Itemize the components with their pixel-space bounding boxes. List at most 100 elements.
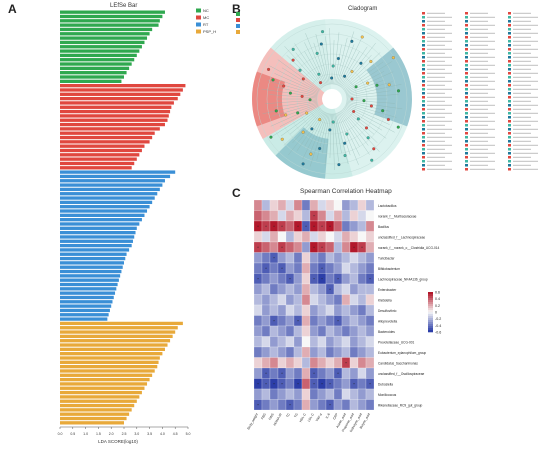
heatmap-cell <box>325 199 335 211</box>
heatmap-cell <box>309 304 319 316</box>
clado-key-swatch <box>422 60 425 63</box>
heatmap-row-label: Rikenellaceae_RC9_gut_group <box>378 403 423 407</box>
clado-key <box>422 12 538 171</box>
clade-branch <box>345 71 394 94</box>
clade-branch <box>335 37 348 85</box>
lefse-bar-RT <box>60 300 113 304</box>
clade-node <box>352 109 356 113</box>
heatmap-cell <box>269 357 279 369</box>
clade-branch <box>280 107 320 137</box>
heatmap-cell <box>349 388 359 400</box>
heatmap-cell <box>301 241 311 253</box>
heatmap-cell <box>365 367 375 379</box>
heatmap-cell <box>349 325 359 337</box>
lefse-x-tick-label: 3.0 <box>134 432 139 436</box>
heatmap-cell <box>285 262 295 274</box>
clade-node <box>269 135 273 139</box>
lefse-bar-RT <box>60 179 165 183</box>
heatmap-cell <box>285 283 295 295</box>
legend-swatch-NC <box>196 8 201 13</box>
heatmap-significance: * <box>257 276 259 281</box>
lefse-bar-RT <box>60 261 124 265</box>
heatmap-cell <box>261 294 271 306</box>
lefse-bar-PSP_H <box>60 364 158 369</box>
lefse-bar-RT <box>60 291 116 295</box>
clade-node <box>345 132 349 136</box>
heatmap-cell <box>309 294 319 306</box>
clado-key-swatch <box>508 164 511 167</box>
panel-b-title: Cladogram <box>348 6 378 12</box>
clado-key-swatch <box>422 12 425 15</box>
clado-key-swatch <box>508 72 511 75</box>
lefse-bar-PSP_H <box>60 403 135 408</box>
lefse-bar-MC <box>60 122 165 127</box>
heatmap-cell <box>317 336 327 348</box>
heatmap-cell <box>317 388 327 400</box>
heatmap-cell <box>261 346 271 358</box>
lefse-bar-RT <box>60 200 153 205</box>
lefse-bar-MC <box>60 88 183 92</box>
lefse-bar-NC <box>60 19 160 23</box>
lefse-bar-RT <box>60 256 126 261</box>
lefse-bar-PSP_H <box>60 416 127 421</box>
clade-branch <box>280 80 318 95</box>
lefse-bar-NC <box>60 14 163 19</box>
clade-branch <box>283 109 322 146</box>
clade-branch <box>289 108 321 135</box>
clado-key-swatch <box>465 152 468 155</box>
heatmap-significance: * <box>289 276 291 281</box>
heatmap-cell <box>333 304 343 316</box>
colorbar-tick-label: 0.4 <box>435 297 440 301</box>
heatmap-cell <box>341 346 351 358</box>
lefse-bar-PSP_H <box>60 360 159 364</box>
clade-branch <box>277 59 320 91</box>
lefse-bar-PSP_H <box>60 326 178 330</box>
heatmap-cell <box>269 325 279 337</box>
heatmap-cell <box>349 199 359 211</box>
clade-node <box>318 118 322 122</box>
heatmap-cell <box>301 294 311 306</box>
heatmap-cell <box>333 283 343 295</box>
clade-branch <box>334 113 342 154</box>
clade-branch <box>313 42 328 85</box>
lefse-bar-PSP_H <box>60 330 176 334</box>
lefse-bar-RT <box>60 252 127 256</box>
clade-node <box>366 136 370 140</box>
clado-key-swatch <box>465 116 468 119</box>
lefse-bar-MC <box>60 135 153 140</box>
lefse-bar-RT <box>60 287 117 291</box>
heatmap-cell <box>325 231 335 243</box>
heatmap-cell <box>333 357 343 369</box>
clade-node <box>381 109 385 113</box>
heatmap-cell <box>341 399 351 411</box>
clado-key-swatch <box>465 60 468 63</box>
heatmap-cell <box>293 283 303 295</box>
heatmap-cell <box>325 304 335 316</box>
clade-branch <box>341 55 372 88</box>
clade-branch <box>339 51 360 87</box>
heatmap-cell <box>357 283 367 295</box>
clado-key-swatch <box>422 64 425 67</box>
heatmap-cell <box>309 388 319 400</box>
heatmap-cell <box>333 325 343 337</box>
clado-key-swatch <box>422 156 425 159</box>
clade-branch <box>304 51 325 87</box>
lefse-bar-RT <box>60 205 150 209</box>
heatmap-cell <box>341 294 351 306</box>
heatmap-cell <box>341 378 351 390</box>
clado-key-swatch <box>465 72 468 75</box>
heatmap-cell <box>301 346 311 358</box>
clado-key-swatch <box>508 120 511 123</box>
heatmap-significance: * <box>313 276 315 281</box>
heatmap-row-label: Lachnospiraceae_NK4A136_group <box>378 277 428 281</box>
heatmap-cell <box>333 346 343 358</box>
clade-node <box>298 68 302 72</box>
heatmap-cell <box>261 336 271 348</box>
heatmap-cell <box>357 399 367 411</box>
colorbar-tick-label: 0 <box>435 311 437 315</box>
heatmap-cell <box>261 357 271 369</box>
clade-node <box>309 152 313 156</box>
heatmap-cell <box>293 252 303 264</box>
lefse-bar-PSP_H <box>60 390 142 395</box>
legend-swatch-RT <box>196 22 201 27</box>
